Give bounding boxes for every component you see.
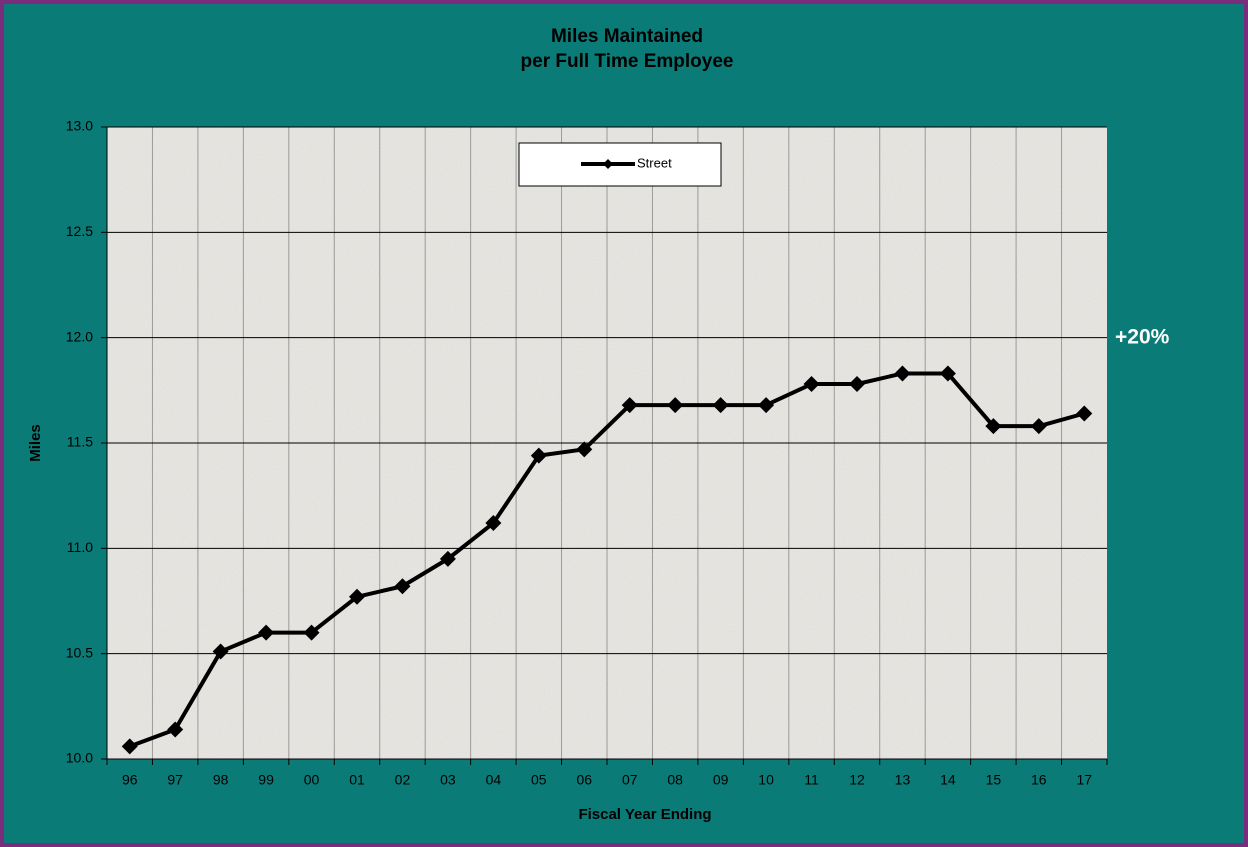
x-tick-label: 05: [531, 772, 547, 788]
x-tick-label: 04: [486, 772, 502, 788]
x-tick-label: 16: [1031, 772, 1047, 788]
data-point: [1076, 405, 1093, 422]
x-tick-label: 01: [349, 772, 365, 788]
x-tick-label: 02: [395, 772, 411, 788]
y-tick-label: 12.5: [66, 223, 93, 239]
x-tick-label: 96: [122, 772, 138, 788]
data-point: [303, 624, 320, 641]
x-tick-label: 06: [576, 772, 592, 788]
x-tick-label: 09: [713, 772, 729, 788]
x-tick-label: 17: [1076, 772, 1092, 788]
data-point: [439, 550, 456, 567]
data-point: [712, 397, 729, 414]
data-point: [758, 397, 775, 414]
data-point: [121, 738, 138, 755]
y-tick-label: 10.5: [66, 644, 93, 660]
data-point: [485, 515, 502, 532]
x-tick-label: 14: [940, 772, 956, 788]
x-tick-label: 00: [304, 772, 320, 788]
x-tick-label: 15: [986, 772, 1002, 788]
y-tick-label: 11.5: [67, 434, 93, 450]
chart-title: per Full Time Employee: [521, 51, 734, 72]
x-tick-label: 07: [622, 772, 638, 788]
annotation: +20%: [1115, 326, 1170, 349]
data-point: [394, 578, 411, 595]
x-tick-label: 11: [804, 772, 819, 788]
y-tick-label: 12.0: [66, 328, 93, 344]
chart-title: Miles Maintained: [551, 26, 703, 47]
data-point: [530, 447, 547, 464]
x-tick-label: 12: [849, 772, 865, 788]
data-point: [939, 365, 956, 382]
x-axis-title: Fiscal Year Ending: [578, 806, 711, 823]
x-tick-label: 10: [758, 772, 774, 788]
y-axis-title: Miles: [27, 424, 44, 462]
data-point: [667, 397, 684, 414]
data-point: [212, 643, 229, 660]
x-tick-label: 13: [895, 772, 911, 788]
legend-label: Street: [637, 155, 672, 170]
data-point: [849, 376, 865, 393]
data-point: [576, 441, 593, 458]
series-line: [129, 371, 1085, 749]
data-point: [803, 376, 820, 393]
data-point: [349, 588, 365, 605]
data-point: [167, 721, 184, 738]
data-point: [258, 624, 275, 641]
x-tick-label: 97: [167, 772, 183, 788]
y-tick-label: 11.0: [67, 539, 93, 555]
data-point: [621, 397, 638, 414]
x-tick-label: 08: [667, 772, 683, 788]
data-point: [894, 365, 911, 382]
y-tick-label: 10.0: [66, 750, 93, 766]
x-tick-label: 03: [440, 772, 456, 788]
data-point: [1030, 418, 1047, 435]
x-tick-label: 99: [258, 772, 274, 788]
legend-marker: [603, 159, 613, 169]
y-tick-label: 13.0: [66, 118, 93, 134]
x-tick-label: 98: [213, 772, 229, 788]
data-point: [985, 418, 1002, 435]
